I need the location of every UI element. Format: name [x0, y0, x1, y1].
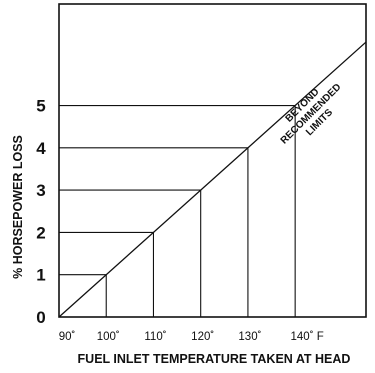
y-tick-label: 3: [36, 181, 45, 200]
y-axis-label: % HORSEPOWER LOSS: [11, 135, 25, 279]
y-axis-ticks: 0 1 2 3 4 5: [36, 97, 46, 327]
plot-frame: [58, 3, 367, 318]
x-tick-label: 140˚ F: [291, 331, 324, 343]
y-tick-label: 4: [36, 139, 46, 158]
horsepower-loss-line: [58, 41, 367, 318]
x-axis-label: FUEL INLET TEMPERATURE TAKEN AT HEAD: [78, 352, 351, 366]
y-tick-label: 1: [36, 266, 45, 285]
y-tick-label: 5: [36, 97, 45, 116]
x-axis-ticks: 90˚ 100˚ 110˚ 120˚ 130˚ 140˚ F: [59, 331, 324, 343]
y-tick-label: 2: [36, 223, 45, 242]
reference-steps: [59, 104, 296, 317]
y-tick-label: 0: [36, 308, 45, 327]
x-tick-label: 110˚: [144, 331, 166, 343]
beyond-limits-annotation: BEYOND RECOMMENDED LIMITS: [279, 82, 344, 147]
x-tick-label: 130˚: [238, 331, 261, 343]
x-tick-label: 90˚: [59, 331, 76, 343]
x-tick-label: 100˚: [97, 331, 120, 343]
x-tick-label: 120˚: [191, 331, 214, 343]
